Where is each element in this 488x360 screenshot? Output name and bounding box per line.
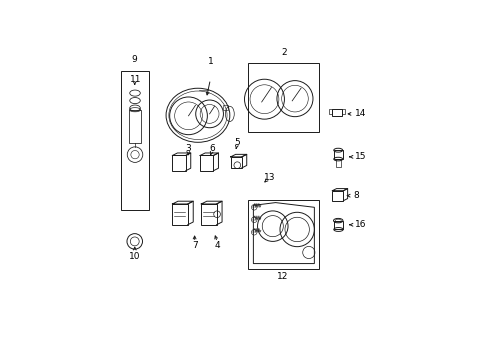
- Bar: [200, 156, 213, 171]
- Text: 15: 15: [355, 152, 366, 161]
- Bar: [333, 221, 343, 229]
- Text: 14: 14: [355, 109, 366, 118]
- Text: 10: 10: [129, 252, 140, 261]
- Text: 16: 16: [355, 220, 366, 229]
- Text: 13: 13: [264, 173, 275, 182]
- Text: 9: 9: [132, 55, 137, 64]
- Bar: [121, 71, 149, 210]
- Text: 2: 2: [281, 48, 286, 57]
- Text: 4: 4: [214, 241, 220, 250]
- Bar: [335, 159, 340, 167]
- Bar: [341, 109, 344, 114]
- Text: 6: 6: [208, 144, 214, 153]
- Text: 1: 1: [207, 57, 213, 66]
- Bar: [230, 157, 241, 168]
- Text: 3: 3: [185, 144, 191, 153]
- Text: 12: 12: [276, 272, 287, 281]
- Bar: [247, 63, 318, 132]
- Bar: [172, 156, 185, 171]
- Text: 11: 11: [130, 75, 141, 84]
- Text: 7: 7: [191, 241, 197, 250]
- Text: 8: 8: [352, 191, 358, 200]
- Bar: [328, 109, 331, 114]
- Bar: [332, 191, 343, 201]
- Bar: [223, 105, 227, 110]
- Bar: [129, 110, 140, 143]
- Bar: [172, 204, 187, 225]
- Bar: [333, 150, 342, 159]
- Bar: [331, 109, 342, 116]
- Bar: [201, 204, 216, 225]
- Bar: [247, 201, 318, 269]
- Text: 5: 5: [233, 139, 239, 148]
